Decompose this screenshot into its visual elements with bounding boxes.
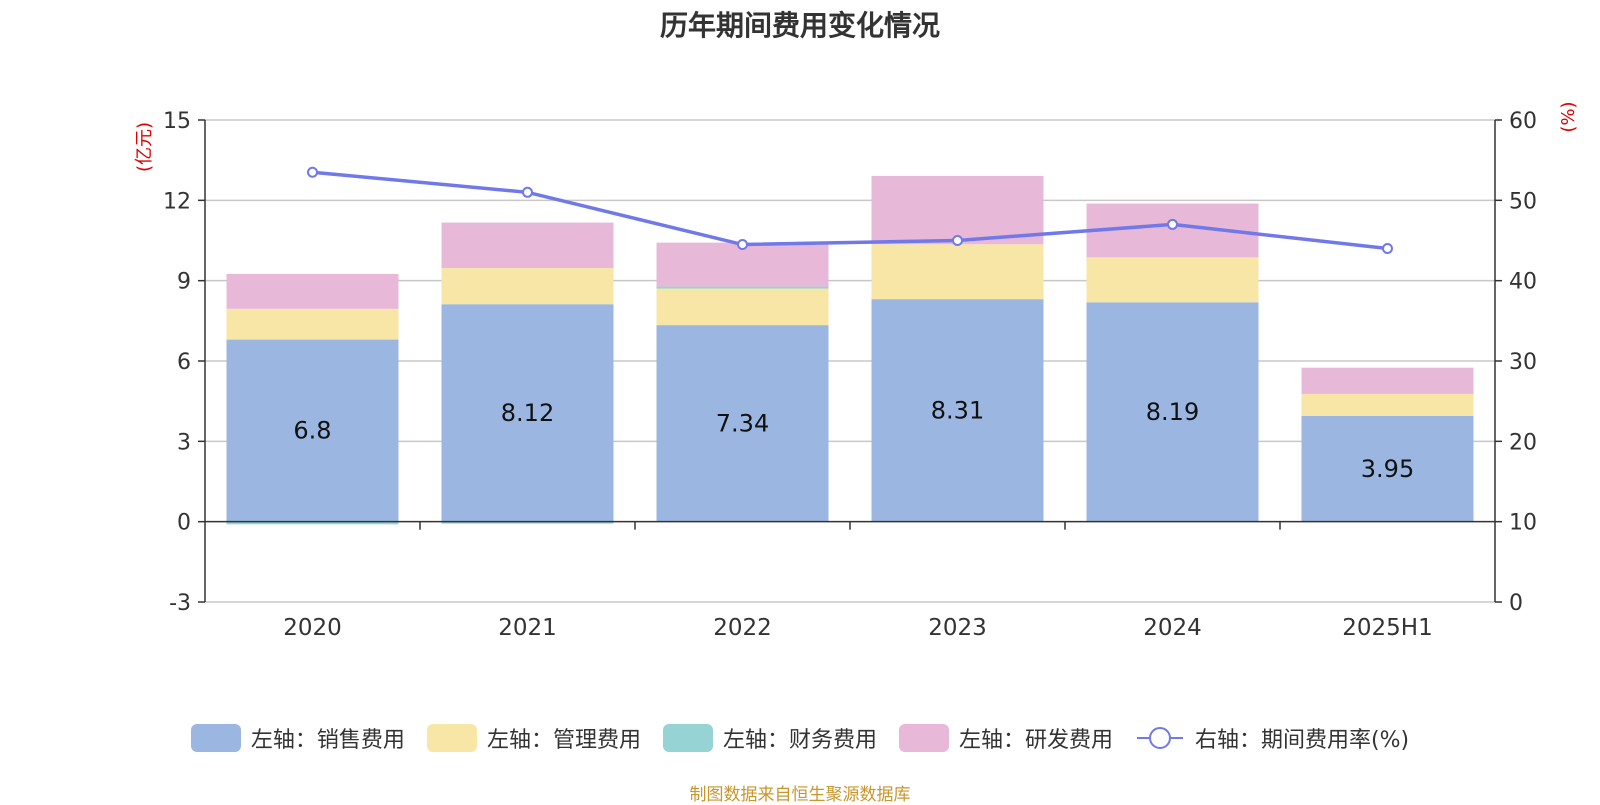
legend-item-rate[interactable]: 右轴：期间费用率(%)	[1135, 722, 1409, 754]
bar-rd	[871, 175, 1044, 245]
bar-selling	[226, 339, 399, 522]
right-axis-unit: (%)	[1558, 101, 1579, 132]
x-axis-category-label: 2022	[713, 615, 772, 641]
right-axis-tick-label: 50	[1509, 189, 1537, 214]
legend-label-rd: 左轴：研发费用	[958, 728, 1113, 753]
legend-swatch-admin	[426, 724, 477, 752]
bar-value-label: 6.8	[293, 417, 331, 445]
left-axis-tick-label: 9	[177, 270, 191, 295]
bar-admin	[871, 244, 1044, 300]
bar-selling	[441, 304, 614, 522]
chart-title: 历年期间费用变化情况	[659, 9, 940, 42]
bar-value-label: 3.95	[1361, 455, 1414, 483]
rate-point	[952, 235, 963, 246]
left-axis-tick-label: 6	[177, 350, 191, 375]
x-axis-category-label: 2021	[498, 615, 557, 641]
left-axis-tick-label: -3	[169, 591, 191, 616]
rate-point	[737, 239, 748, 251]
bar-admin	[441, 268, 614, 305]
rate-point	[307, 166, 318, 178]
legend-label-admin: 左轴：管理费用	[486, 728, 641, 753]
legend-item-admin[interactable]: 左轴：管理费用	[426, 722, 641, 754]
legend-label-rate: 右轴：期间费用率(%)	[1194, 728, 1410, 753]
bar-rd	[226, 273, 399, 309]
legend: 左轴：销售费用 左轴：管理费用 左轴：财务费用 左轴：研发费用 右轴：期间费用率…	[0, 722, 1600, 754]
chart-canvas: -3 0 3 6 9 12 15 0 10 20 30 40 50 60 (亿元) (%) 6.8 2020 8.1…	[134, 101, 1579, 641]
left-axis-tick-label: 15	[163, 109, 191, 134]
right-axis-tick-label: 0	[1509, 591, 1523, 616]
legend-swatch-rd	[898, 724, 949, 752]
left-axis-tick-label: 0	[177, 511, 191, 536]
bar-admin	[1301, 393, 1474, 416]
bar-admin	[656, 287, 829, 326]
bar-value-label: 8.19	[1146, 398, 1199, 426]
bar-value-label: 7.34	[716, 409, 769, 437]
bar-admin	[226, 308, 399, 340]
bar-finance	[656, 286, 829, 289]
right-axis-tick-label: 30	[1509, 350, 1537, 375]
bar-value-label: 8.31	[931, 396, 984, 424]
right-axis-tick-label: 40	[1509, 270, 1537, 295]
bar-selling	[1301, 415, 1474, 522]
x-axis-category-label: 2023	[928, 615, 987, 641]
source-note: 制图数据来自恒生聚源数据库	[689, 785, 911, 805]
right-axis-tick-label: 10	[1509, 511, 1537, 536]
left-axis-tick-label: 12	[163, 189, 191, 214]
bar-rd	[1301, 367, 1474, 394]
left-axis-tick-label: 3	[177, 430, 191, 455]
bar-finance	[226, 521, 399, 525]
bar-selling	[656, 325, 829, 522]
legend-swatch-finance	[662, 724, 713, 752]
left-axis-unit: (亿元)	[134, 122, 155, 172]
x-axis-category-label: 2020	[283, 615, 342, 641]
rate-point	[1382, 243, 1393, 255]
bar-admin	[1086, 257, 1259, 303]
bar-selling	[1086, 302, 1259, 522]
rate-point	[1167, 218, 1178, 230]
x-axis-category-label: 2024	[1143, 615, 1202, 641]
right-axis-tick-label: 20	[1509, 430, 1537, 455]
legend-item-selling[interactable]: 左轴：销售费用	[190, 722, 405, 754]
rate-point	[522, 186, 533, 198]
legend-item-rd[interactable]: 左轴：研发费用	[898, 722, 1113, 754]
bar-selling	[871, 299, 1044, 522]
x-axis-category-label: 2025H1	[1342, 615, 1432, 641]
legend-label-finance: 左轴：财务费用	[722, 728, 877, 753]
bar-finance	[441, 521, 614, 524]
legend-item-finance[interactable]: 左轴：财务费用	[662, 722, 877, 754]
legend-line-marker-icon	[1136, 727, 1183, 749]
right-axis-tick-label: 60	[1509, 109, 1537, 134]
legend-label-selling: 左轴：销售费用	[250, 728, 405, 753]
bar-value-label: 8.12	[501, 399, 554, 427]
bar-rd	[441, 222, 614, 269]
legend-swatch-selling	[190, 724, 241, 752]
rate-line	[312, 170, 1388, 251]
